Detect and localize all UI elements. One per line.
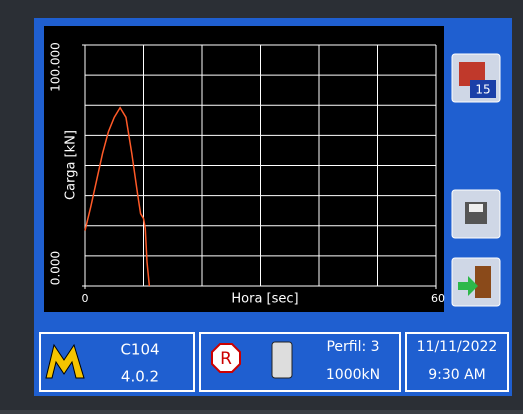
y-axis-label: Carga [kN]	[64, 130, 79, 200]
specimen-icon	[272, 342, 292, 378]
time: 9:30 AM	[428, 367, 486, 383]
save-icon-label	[469, 204, 483, 212]
calendar-badge-text: 15	[475, 83, 490, 97]
profile: Perfil: 3	[326, 339, 379, 355]
program: C104	[120, 341, 159, 359]
plot-panel	[44, 26, 444, 312]
screen: 0.000 100.000 0 60 Carga [kN] Hora [sec] 15…	[0, 0, 523, 410]
date: 11/11/2022	[417, 339, 498, 355]
x-tick-label: 0	[82, 292, 89, 305]
exit-door	[475, 266, 491, 298]
y-tick-label: 0.000	[49, 251, 63, 285]
version: 4.0.2	[121, 368, 159, 386]
capacity: 1000kN	[326, 367, 380, 383]
y-tick-label: 100.000	[49, 42, 63, 92]
page: 0.000 100.000 0 60 Carga [kN] Hora [sec] 15…	[0, 0, 523, 410]
x-tick-label: 60	[431, 292, 445, 305]
mode: R	[220, 349, 232, 369]
x-axis-label: Hora [sec]	[231, 292, 298, 307]
